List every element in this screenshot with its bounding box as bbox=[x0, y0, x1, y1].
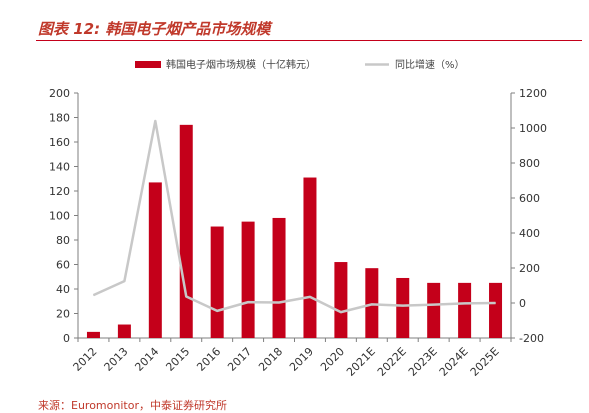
bar bbox=[334, 262, 348, 338]
x-axis-label: 2014 bbox=[132, 345, 161, 374]
x-axis-label: 2017 bbox=[225, 345, 254, 374]
axes: 0 20 40 60 80 100 120 140 160 180 200 -200 0 200 400 60… bbox=[49, 87, 547, 345]
left-axis-tick-label: 200 bbox=[49, 87, 70, 100]
left-axis-tick-label: 100 bbox=[49, 210, 70, 223]
x-axis-label: 2021E bbox=[344, 345, 378, 379]
bar bbox=[86, 331, 100, 338]
left-axis-tick-label: 120 bbox=[49, 185, 70, 198]
line-point bbox=[464, 302, 466, 304]
bar bbox=[365, 268, 379, 338]
bar bbox=[396, 277, 410, 338]
x-axis-label: 2020 bbox=[318, 345, 347, 374]
line-point bbox=[433, 304, 435, 306]
line-point bbox=[92, 294, 94, 296]
left-axis-tick-label: 0 bbox=[63, 332, 70, 345]
bar bbox=[179, 124, 193, 338]
line-point bbox=[123, 280, 125, 282]
legend: 韩国电子烟市场规模（十亿韩元） 同比增速（%） bbox=[135, 58, 465, 71]
left-axis-tick-label: 180 bbox=[49, 112, 70, 125]
right-axis-tick-label: 1200 bbox=[519, 87, 547, 100]
right-axis-tick-label: 1000 bbox=[519, 122, 547, 135]
line-series bbox=[92, 119, 497, 314]
growth-line bbox=[92, 119, 496, 314]
x-axis-label: 2015 bbox=[163, 345, 192, 374]
bar bbox=[303, 177, 317, 338]
bar bbox=[458, 282, 472, 338]
line-point bbox=[185, 296, 187, 298]
right-axis-tick-label: 600 bbox=[519, 192, 540, 205]
left-axis-tick-label: 40 bbox=[56, 283, 70, 296]
legend-line-label: 同比增速（%） bbox=[395, 58, 465, 71]
line-point bbox=[371, 303, 373, 305]
left-axis-tick-label: 60 bbox=[56, 259, 70, 272]
line-point bbox=[309, 296, 311, 298]
title-divider bbox=[36, 40, 582, 41]
left-axis-tick-label: 20 bbox=[56, 308, 70, 321]
x-axis-label: 2018 bbox=[256, 345, 285, 374]
x-axis-label: 2024E bbox=[437, 345, 471, 379]
bar bbox=[272, 217, 286, 338]
right-axis-tick-label: -200 bbox=[519, 332, 544, 345]
legend-bar-swatch bbox=[135, 61, 161, 68]
left-axis-tick-label: 80 bbox=[56, 234, 70, 247]
bar bbox=[117, 324, 131, 338]
bar bbox=[148, 182, 162, 338]
x-axis-label: 2019 bbox=[287, 345, 316, 374]
x-axis-label: 2023E bbox=[406, 345, 440, 379]
line-point bbox=[247, 301, 249, 303]
line-point bbox=[402, 305, 404, 307]
x-axis-label: 2012 bbox=[71, 345, 100, 374]
x-axis-label: 2022E bbox=[375, 345, 409, 379]
line-point bbox=[495, 302, 497, 304]
x-axis-label: 2013 bbox=[102, 345, 131, 374]
line-point bbox=[154, 120, 156, 122]
bar bbox=[241, 221, 255, 338]
line-point bbox=[340, 311, 342, 313]
line-point bbox=[278, 301, 280, 303]
line-point bbox=[216, 310, 218, 312]
right-axis-tick-label: 200 bbox=[519, 262, 540, 275]
right-axis-tick-label: 400 bbox=[519, 227, 540, 240]
bar bbox=[489, 282, 503, 338]
right-axis-tick-label: 0 bbox=[519, 297, 526, 310]
x-axis-label: 2025E bbox=[468, 345, 502, 379]
x-axis-labels: 2012 2013 2014 2015 2016 2017 2018 2019 20202021… bbox=[71, 345, 502, 379]
legend-bar-label: 韩国电子烟市场规模（十亿韩元） bbox=[166, 58, 316, 71]
bar bbox=[210, 226, 224, 338]
right-axis-tick-label: 800 bbox=[519, 157, 540, 170]
source-note: 来源：Euromonitor，中泰证券研究所 bbox=[38, 399, 227, 412]
figure-title: 图表 12: 韩国电子烟产品市场规模 bbox=[38, 20, 271, 38]
x-axis-label: 2016 bbox=[194, 345, 223, 374]
left-axis-tick-label: 160 bbox=[49, 136, 70, 149]
left-axis-tick-label: 140 bbox=[49, 161, 70, 174]
bar bbox=[427, 282, 441, 338]
